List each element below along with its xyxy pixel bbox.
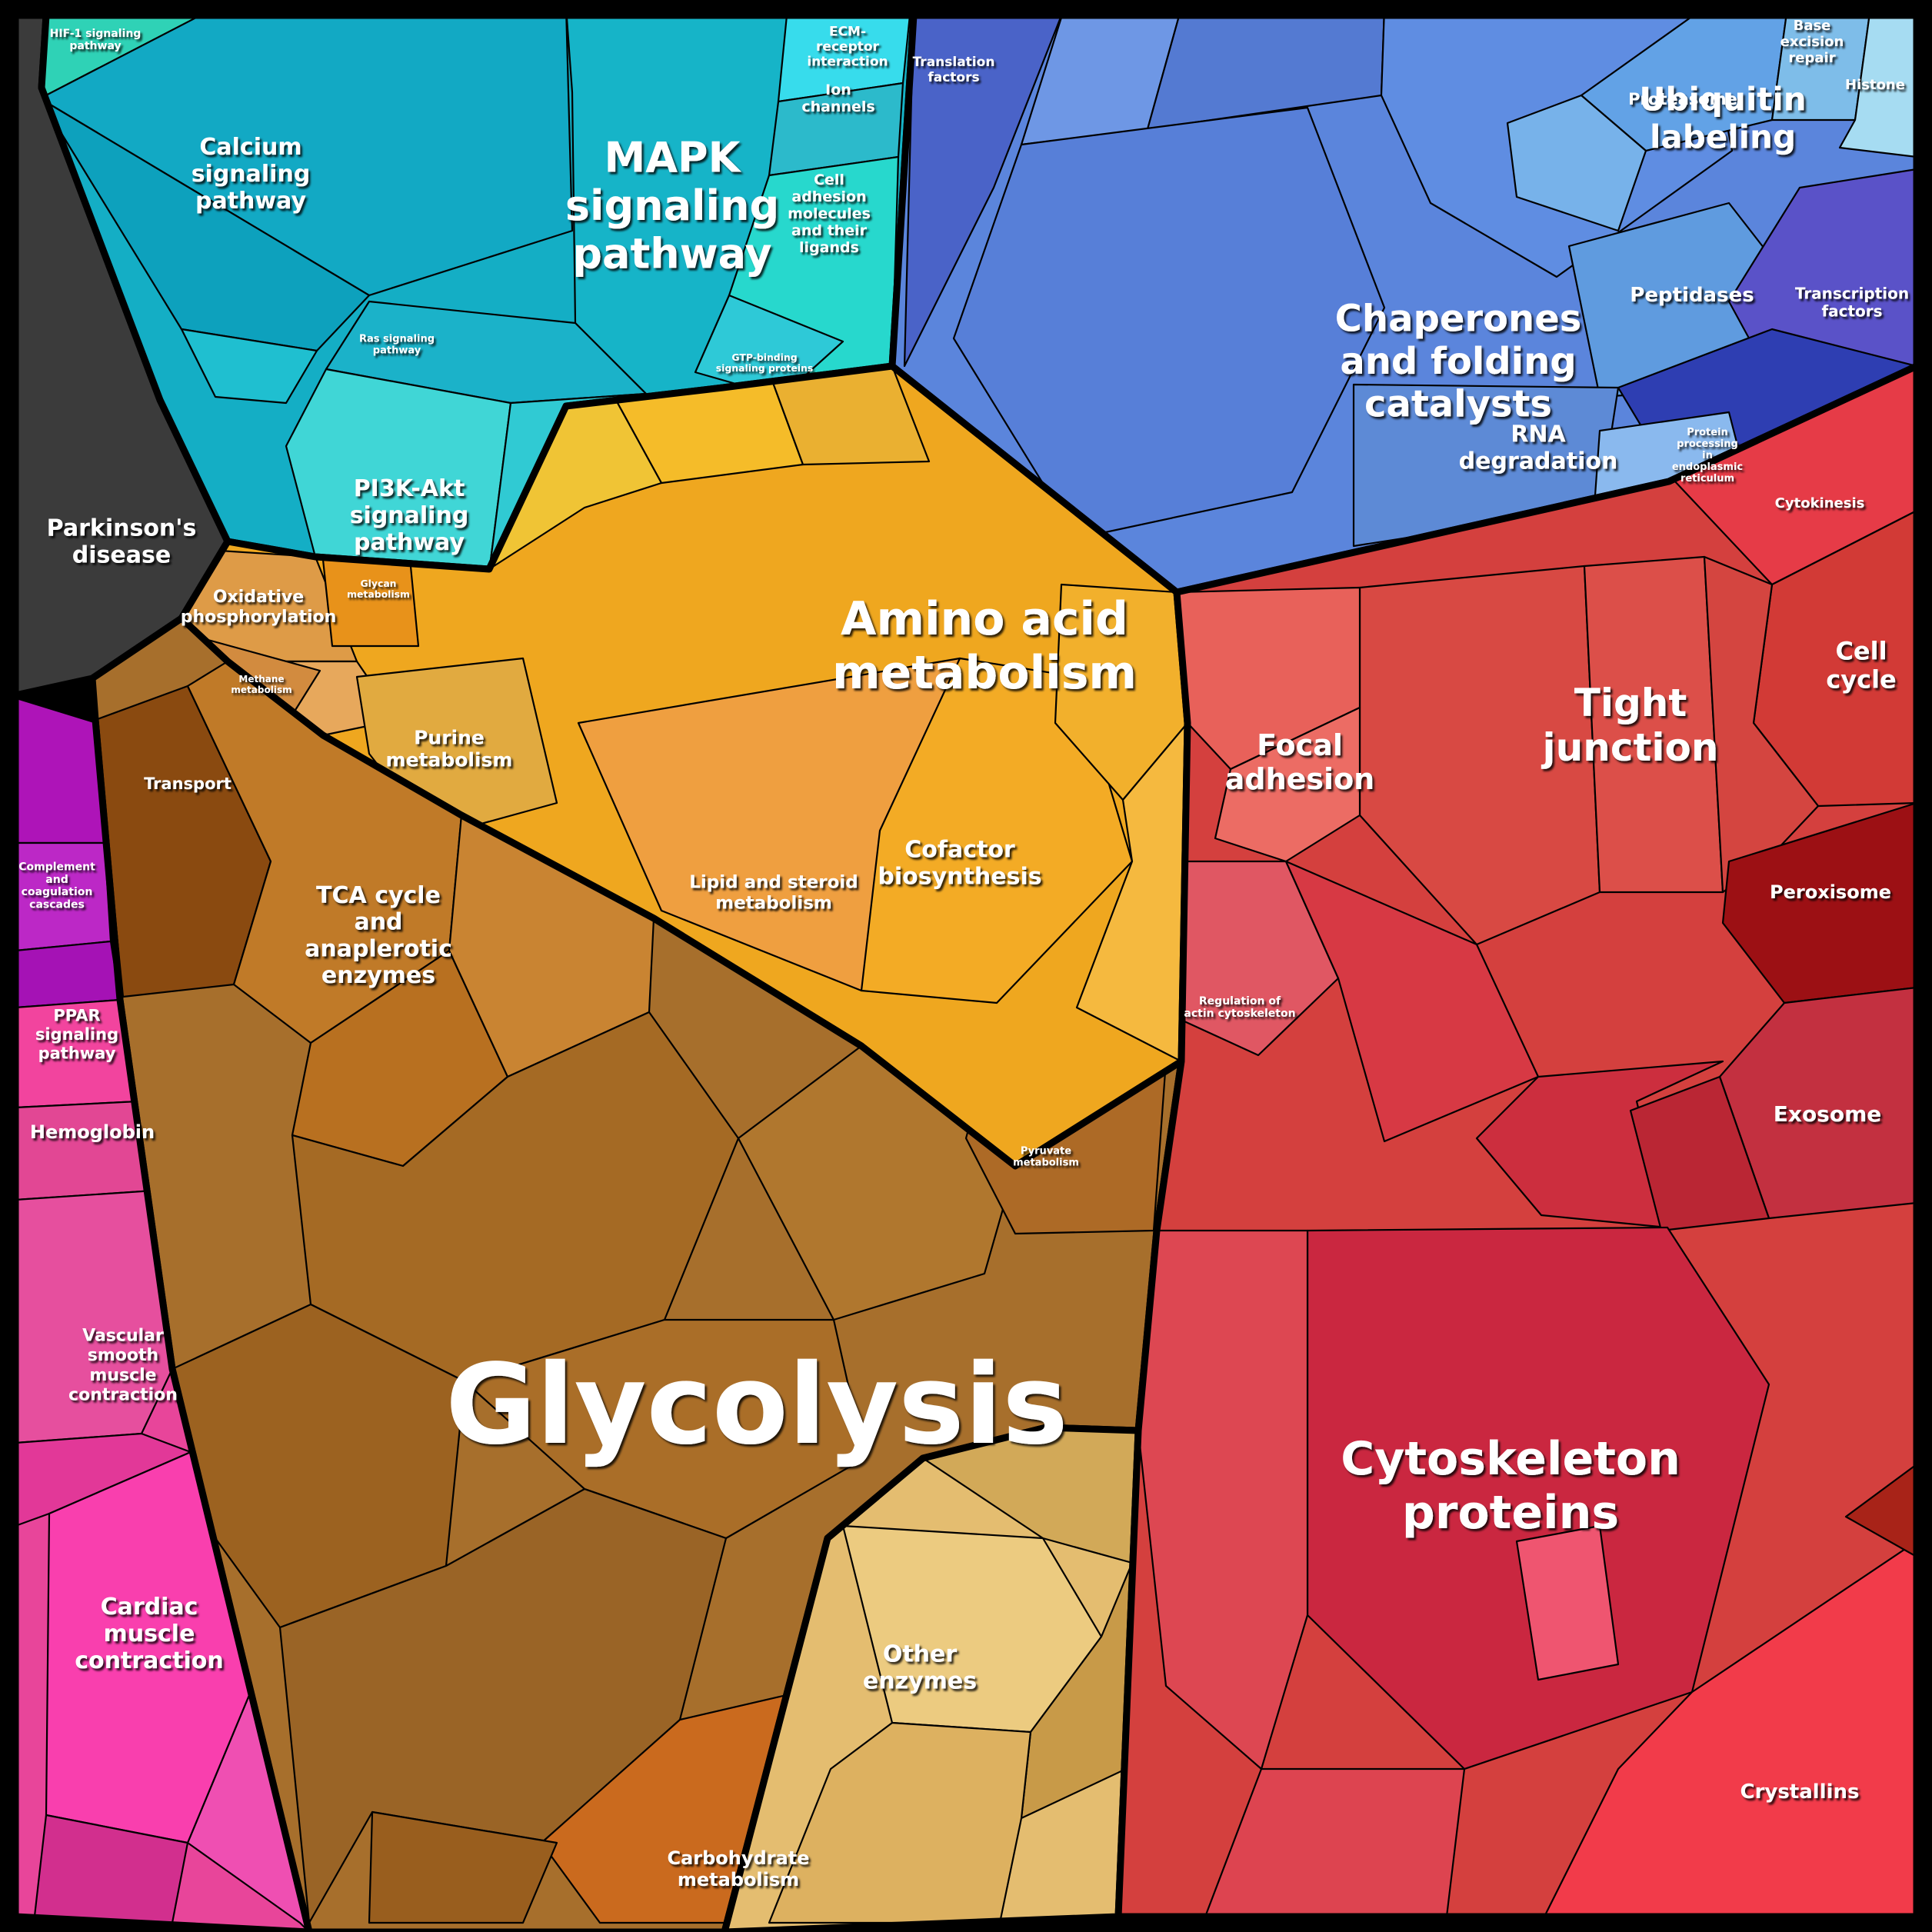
brown-fill-3[interactable] bbox=[368, 1810, 558, 1924]
label-carb: Carbohydrate metabolism bbox=[667, 1847, 809, 1890]
region-gray bbox=[15, 15, 228, 695]
label-proteasome: Proteasome bbox=[1628, 90, 1737, 108]
label-chaperones: Chaperones and folding catalysts bbox=[1335, 297, 1582, 425]
label-hemoglobin: Hemoglobin bbox=[30, 1121, 155, 1143]
label-peptidases: Peptidases bbox=[1630, 284, 1754, 307]
label-pi3k: PI3K-Akt signaling pathway bbox=[350, 475, 469, 556]
label-parkinsons: Parkinson's disease bbox=[47, 515, 197, 569]
label-methane: Methane metabolism bbox=[231, 674, 291, 695]
labels-layer: Parkinson's disease HIF-1 signaling pathway… bbox=[18, 18, 1909, 1890]
label-lipid: Lipid and steroid metabolism bbox=[689, 873, 858, 914]
red-fill-1[interactable] bbox=[1284, 860, 1540, 1143]
label-crystallins: Crystallins bbox=[1740, 1780, 1859, 1804]
label-focal: Focal adhesion bbox=[1225, 728, 1374, 796]
teal-fill-2[interactable] bbox=[180, 328, 318, 405]
region-brown bbox=[92, 618, 1181, 1932]
pink-fill-2[interactable] bbox=[15, 940, 122, 1009]
label-transport: Transport bbox=[144, 774, 232, 793]
label-exosome: Exosome bbox=[1774, 1101, 1882, 1127]
label-regactin: Regulation of actin cytoskeleton bbox=[1184, 995, 1295, 1020]
label-glycan: Glycan metabolism bbox=[347, 578, 410, 600]
histone[interactable] bbox=[1838, 8, 1917, 158]
label-cardiac: Cardiac muscle contraction bbox=[75, 1594, 224, 1674]
label-complement: Complement and coagulation cascades bbox=[18, 861, 95, 911]
label-purine: Purine metabolism bbox=[386, 727, 513, 771]
label-amino: Amino acid metabolism bbox=[832, 592, 1137, 700]
golden-fill-5[interactable] bbox=[1075, 721, 1188, 1063]
label-ppar: PPAR signaling pathway bbox=[35, 1007, 118, 1063]
tight-junction-3[interactable] bbox=[1703, 555, 1820, 894]
regions-layer bbox=[12, 8, 1920, 1932]
label-tca: TCA cycle and anaplerotic enzymes bbox=[305, 882, 452, 989]
region-blue bbox=[892, 8, 1917, 592]
exosome-1[interactable] bbox=[1718, 986, 1917, 1220]
label-translation: Translation factors bbox=[913, 55, 995, 85]
proteasome-2[interactable] bbox=[1506, 94, 1647, 232]
label-mapk: MAPK signaling pathway bbox=[565, 133, 779, 278]
chaperones-inner[interactable] bbox=[952, 106, 1386, 540]
label-pyruvate: Pyruvate metabolism bbox=[1013, 1145, 1079, 1168]
region-red-outline bbox=[1114, 362, 1920, 1920]
label-celladh: Cell adhesion molecules and their ligands bbox=[788, 172, 871, 256]
proteasome-1[interactable] bbox=[1580, 8, 1789, 152]
region-pink-outline bbox=[12, 691, 313, 1932]
focal-adhesion-2[interactable] bbox=[1214, 706, 1361, 863]
label-peroxisome: Peroxisome bbox=[1770, 881, 1891, 903]
label-cytoskeleton: Cytoskeleton proteins bbox=[1341, 1432, 1681, 1540]
region-gray-base[interactable] bbox=[15, 15, 228, 695]
label-histone: Histone bbox=[1845, 77, 1905, 93]
label-calcium: Calcium signaling pathway bbox=[192, 134, 311, 215]
vascular-smooth-muscle[interactable] bbox=[15, 1189, 174, 1444]
cytoskeleton-bottom[interactable] bbox=[1201, 1767, 1466, 1923]
label-cellcycle: Cell cycle bbox=[1826, 636, 1896, 694]
label-vascular: Vascular smooth muscle contraction bbox=[68, 1327, 178, 1405]
label-ecm: ECM-receptor interaction bbox=[807, 24, 888, 69]
brown-fill-2[interactable] bbox=[448, 814, 655, 1078]
label-rna: RNA degradation bbox=[1459, 421, 1618, 475]
region-red bbox=[1118, 366, 1917, 1923]
label-ion: Ion channels bbox=[801, 82, 874, 115]
label-other: Other enzymes bbox=[863, 1641, 977, 1695]
label-tight: Tight junction bbox=[1541, 681, 1719, 770]
crystallins[interactable] bbox=[1540, 1540, 1917, 1923]
label-ubiquitin: Ubiquitin labeling bbox=[1639, 81, 1806, 156]
translation-factors[interactable] bbox=[903, 8, 1066, 368]
label-transcription: Transcription factors bbox=[1795, 284, 1909, 320]
tan-fill-2[interactable] bbox=[1020, 1561, 1134, 1820]
calcium-signaling[interactable] bbox=[40, 8, 574, 297]
label-gtp: GTP-binding signaling proteins bbox=[716, 351, 813, 374]
label-cytokinesis: Cytokinesis bbox=[1775, 495, 1865, 511]
label-hif1: HIF-1 signaling pathway bbox=[50, 28, 142, 52]
label-ras: Ras signaling pathway bbox=[359, 333, 435, 356]
label-ppe: Protein processing in endoplasmic reticulum bbox=[1672, 427, 1743, 485]
cardiac-main[interactable] bbox=[45, 1451, 266, 1844]
cytoskeleton-bright[interactable] bbox=[1515, 1524, 1620, 1681]
label-baseexc: Base excision repair bbox=[1780, 18, 1844, 66]
label-oxphos: Oxidative phosphorylation bbox=[181, 588, 337, 627]
label-cofactor: Cofactor biosynthesis bbox=[878, 837, 1041, 891]
label-glycolysis: Glycolysis bbox=[445, 1340, 1068, 1469]
red-fill-3[interactable] bbox=[1844, 1463, 1917, 1558]
